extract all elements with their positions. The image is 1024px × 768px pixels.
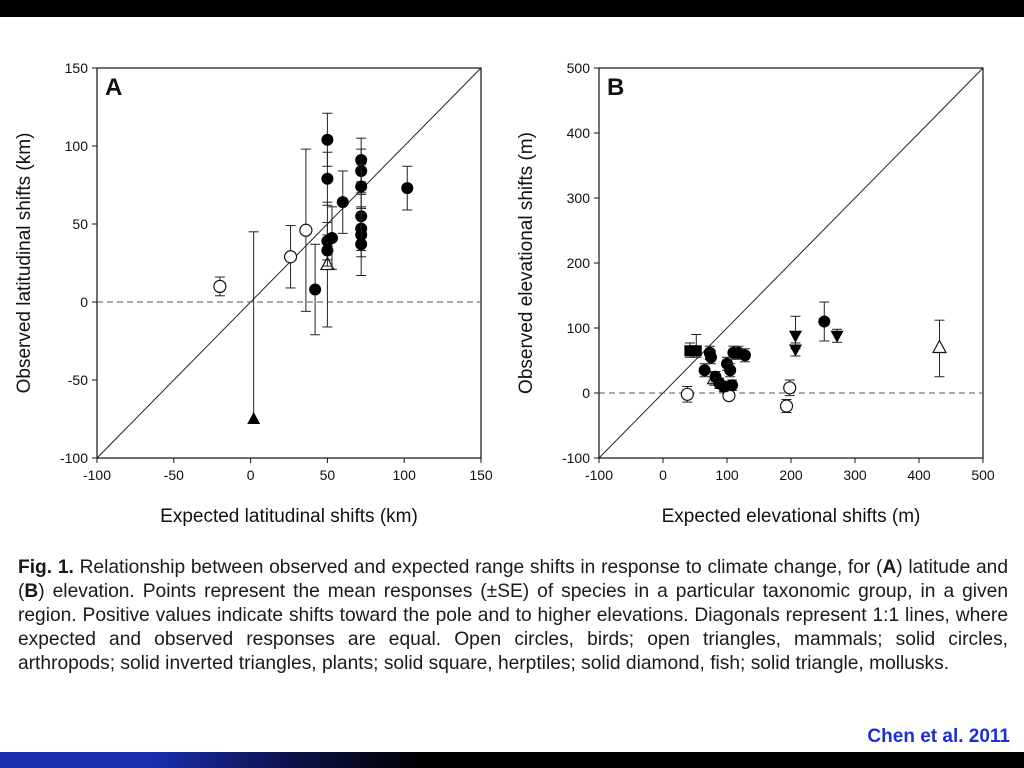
panel-b-elevational: -100 0 100 200 300 400 500 -100 0 100 200 300 400 500… [516,60,995,527]
solid-inverted-triangle-point [788,330,802,343]
y-tick-label: 200 [567,255,591,271]
x-tick-label: 200 [779,467,803,483]
x-tick-label: 150 [469,467,493,483]
y-tick-label: -100 [562,450,590,466]
y-tick-label: 100 [567,320,591,336]
figure-charts: -100 -50 0 50 100 150 -100 -50 0 50 100 150 Expected… [14,60,995,527]
x-axis-label: Expected latitudinal shifts (km) [160,506,418,527]
panel-a-latitudinal: -100 -50 0 50 100 150 -100 -50 0 50 100 150 Expected… [14,60,493,527]
solid-circle-point [726,379,739,392]
solid-circle-point [321,133,334,146]
y-tick-label: -100 [60,450,88,466]
solid-inverted-triangle-point [830,330,844,343]
x-tick-label: 50 [320,467,336,483]
x-axis-label: Expected elevational shifts (m) [662,506,921,527]
y-tick-label: 150 [65,60,89,76]
solid-circle-point [818,315,831,328]
y-tick-label: 400 [567,125,591,141]
top-bar [0,0,1024,17]
solid-circle-point [326,232,339,245]
y-tick-label: 0 [80,294,88,310]
solid-triangle-point [247,412,261,424]
open-circle-point [783,381,797,395]
open-circle-point [283,250,298,264]
solid-circle-point [705,351,717,364]
y-tick-label: 300 [567,190,591,206]
solid-circle-point [698,364,711,377]
open-circle-point [213,279,227,293]
solid-inverted-triangle-point [788,344,802,357]
open-circle-point [299,223,313,237]
y-tick-label: 50 [72,216,88,232]
y-tick-label: 100 [65,138,89,154]
x-tick-label: 100 [393,467,417,483]
figure-label: Fig. 1. [18,557,74,578]
y-tick-label: -50 [68,372,88,388]
x-tick-label: 100 [715,467,739,483]
x-tick-label: 500 [971,467,995,483]
x-tick-label: 0 [659,467,667,483]
y-axis-label: Observed elevational shifts (m) [516,132,537,394]
caption-text: Relationship between observed and expect… [18,557,1009,674]
x-tick-label: 400 [907,467,931,483]
x-tick-label: -100 [83,467,111,483]
x-tick-label: 300 [843,467,867,483]
y-axis-label: Observed latitudinal shifts (km) [14,133,35,394]
x-tick-label: -50 [164,467,184,483]
solid-circle-point [309,283,322,296]
solid-square-point [690,345,702,357]
solid-circle-point [355,180,368,193]
solid-square-point [684,345,696,357]
plot-frame [96,67,482,459]
panel-label: A [105,74,122,101]
x-tick-label: 0 [247,467,255,483]
open-circle-point [680,387,694,401]
solid-circle-point [724,364,737,377]
figure-caption: Fig. 1. Relationship between observed an… [18,556,1008,676]
bottom-bar-accent [0,752,420,768]
solid-circle-point [321,172,334,185]
solid-circle-point [401,182,414,195]
solid-circle-point [738,349,751,362]
panel-label: B [607,74,624,101]
open-triangle-point [931,339,947,354]
open-circle-point [779,399,794,413]
y-tick-label: 500 [567,60,591,76]
solid-circle-point [336,196,349,209]
citation-credit: Chen et al. 2011 [867,726,1010,747]
solid-circle-point [355,238,368,251]
y-tick-label: 0 [582,385,590,401]
solid-circle-point [321,244,334,257]
x-tick-label: -100 [585,467,613,483]
